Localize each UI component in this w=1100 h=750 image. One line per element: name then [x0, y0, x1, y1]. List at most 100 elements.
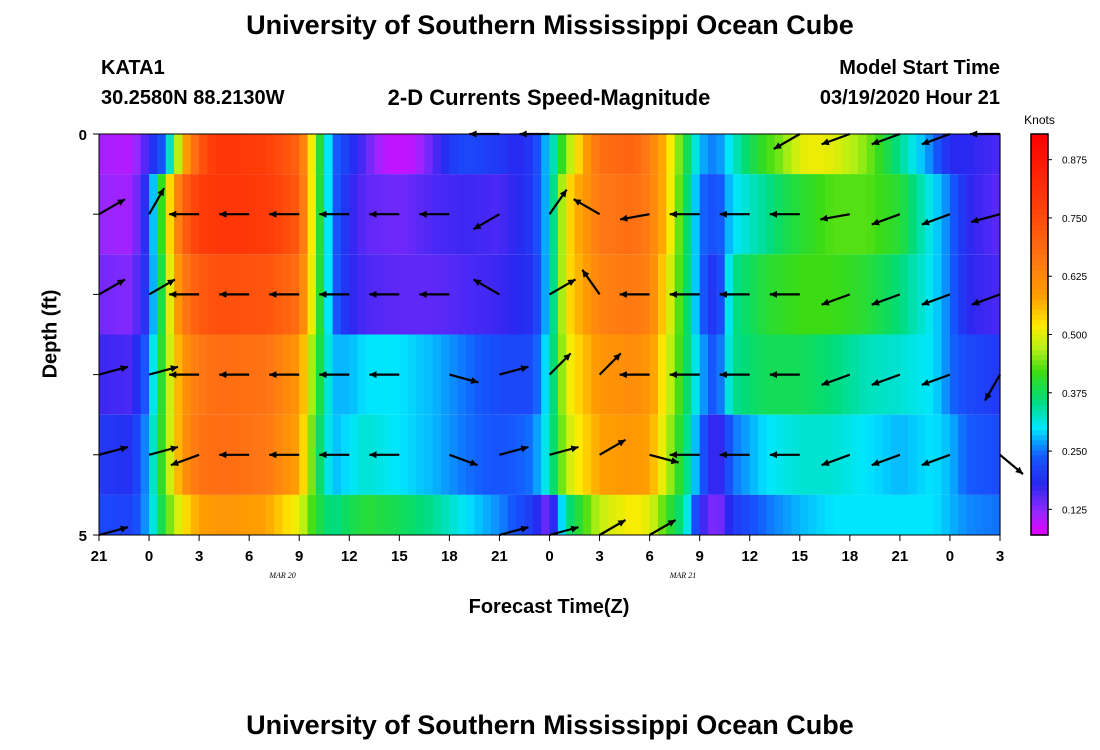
heatmap-cell-0-27 — [324, 134, 334, 175]
heatmap-cell-3-100 — [933, 334, 943, 415]
heatmap-cell-0-58 — [582, 134, 592, 175]
heatmap-cell-4-58 — [582, 414, 592, 495]
colorbar-segment — [1031, 349, 1048, 356]
bottom-title: University of Southern Mississippi Ocean… — [246, 710, 854, 740]
heatmap-cell-5-97 — [908, 494, 918, 535]
current-vector-2-7 — [419, 290, 450, 298]
heatmap-cell-1-94 — [883, 174, 893, 255]
heatmap-cell-1-30 — [349, 174, 359, 255]
heatmap-cell-1-72 — [699, 174, 709, 255]
y-axis: 05 — [79, 127, 99, 545]
current-vector-5-8 — [499, 525, 529, 537]
heatmap-cell-3-99 — [924, 334, 934, 415]
heatmap-cell-4-48 — [499, 414, 509, 495]
heatmap-cell-3-104 — [966, 334, 976, 415]
heatmap-cell-0-95 — [891, 134, 901, 175]
heatmap-cell-0-42 — [449, 134, 459, 175]
heatmap-cell-4-37 — [407, 414, 417, 495]
heatmap-cell-0-82 — [783, 134, 793, 175]
heatmap-cell-0-88 — [833, 134, 843, 175]
current-vector-1-10 — [573, 198, 601, 216]
x-tick-label: 0 — [946, 548, 954, 565]
heatmap-cell-4-3 — [124, 414, 133, 495]
heatmap-cell-3-53 — [541, 334, 551, 415]
current-vector-1-9 — [548, 188, 568, 215]
heatmap-cell-0-36 — [399, 134, 409, 175]
heatmap-cell-2-90 — [849, 254, 859, 335]
current-vector-2-9 — [548, 278, 577, 296]
heatmap-cell-3-102 — [949, 334, 959, 415]
heatmap-cell-2-13 — [207, 254, 217, 335]
heatmap-cell-0-23 — [290, 134, 300, 175]
plot-title: 2-D Currents Speed-Magnitude — [387, 85, 711, 110]
heatmap-cell-2-30 — [349, 254, 359, 335]
heatmap-cell-3-98 — [916, 334, 926, 415]
colorbar-segment — [1031, 249, 1048, 255]
colorbar-segment — [1031, 479, 1048, 486]
heatmap-cell-3-46 — [482, 334, 492, 415]
heatmap-cell-5-75 — [724, 494, 734, 535]
heatmap-cell-0-28 — [332, 134, 342, 175]
heatmap-cell-4-107 — [991, 414, 1001, 495]
current-vector-1-5 — [319, 210, 350, 218]
colorbar-segment — [1031, 469, 1048, 476]
heatmap-cell-5-38 — [416, 494, 425, 535]
heatmap-cell-5-29 — [340, 494, 350, 535]
heatmap-cell-1-73 — [708, 174, 717, 255]
heatmap-cell-1-4 — [132, 174, 142, 255]
heatmap-cell-2-57 — [574, 254, 584, 335]
heatmap-cell-5-24 — [299, 494, 309, 535]
heatmap-cell-0-12 — [199, 134, 209, 175]
heatmap-cell-1-61 — [607, 174, 617, 255]
colorbar-segment — [1031, 329, 1048, 336]
x-tick-label: 9 — [295, 548, 303, 565]
current-vectors — [98, 130, 1024, 537]
heatmap-cell-3-48 — [499, 334, 509, 415]
colorbar-segment — [1031, 134, 1048, 140]
heatmap-cell-4-19 — [257, 414, 267, 495]
heatmap-cell-0-91 — [858, 134, 868, 175]
heatmap-cell-2-51 — [524, 254, 534, 335]
heatmap-cell-4-63 — [624, 414, 634, 495]
heatmap-cell-5-83 — [791, 494, 801, 535]
current-vector-0-16 — [871, 132, 901, 146]
heatmap-cell-0-0 — [99, 134, 108, 175]
heatmap-cell-0-96 — [899, 134, 909, 175]
heatmap-cell-5-92 — [866, 494, 876, 535]
colorbar-segment — [1031, 464, 1048, 471]
heatmap-cell-1-87 — [824, 174, 834, 255]
heatmap-cell-3-41 — [441, 334, 450, 415]
heatmap-cell-5-28 — [332, 494, 342, 535]
heatmap-cell-3-94 — [883, 334, 893, 415]
colorbar-segment — [1031, 174, 1048, 180]
heatmap-cell-0-10 — [182, 134, 192, 175]
heatmap-cell-2-85 — [808, 254, 818, 335]
heatmap-cell-5-68 — [666, 494, 676, 535]
heatmap-cell-5-50 — [516, 494, 526, 535]
heatmap-cell-5-14 — [215, 494, 225, 535]
heatmap-cell-5-4 — [132, 494, 142, 535]
heatmap-cell-0-70 — [682, 134, 692, 175]
colorbar-segment — [1031, 334, 1048, 341]
current-vector-2-5 — [319, 290, 350, 298]
current-vector-0-15 — [821, 132, 851, 146]
heatmap-cell-1-91 — [858, 174, 868, 255]
current-vector-4-7 — [449, 453, 478, 467]
heatmap-cell-3-1 — [107, 334, 117, 415]
heatmap-cell-2-99 — [924, 254, 934, 335]
heatmap-cell-0-8 — [165, 134, 175, 175]
heatmap-cell-5-89 — [841, 494, 851, 535]
current-vector-1-4 — [269, 210, 300, 218]
heatmap-cell-5-18 — [249, 494, 259, 535]
heatmap-cell-4-1 — [107, 414, 117, 495]
colorbar-segment — [1031, 199, 1048, 205]
date-label: MAR 21 — [669, 571, 696, 580]
heatmap-cell-2-48 — [499, 254, 509, 335]
heatmap-cell-5-41 — [441, 494, 450, 535]
heatmap-cell-5-53 — [541, 494, 551, 535]
colorbar-segment — [1031, 389, 1048, 396]
heatmap-cell-4-6 — [149, 414, 158, 495]
heatmap-cell-5-43 — [457, 494, 467, 535]
heatmap-cell-4-91 — [858, 414, 868, 495]
x-tick-label: 12 — [741, 548, 758, 565]
